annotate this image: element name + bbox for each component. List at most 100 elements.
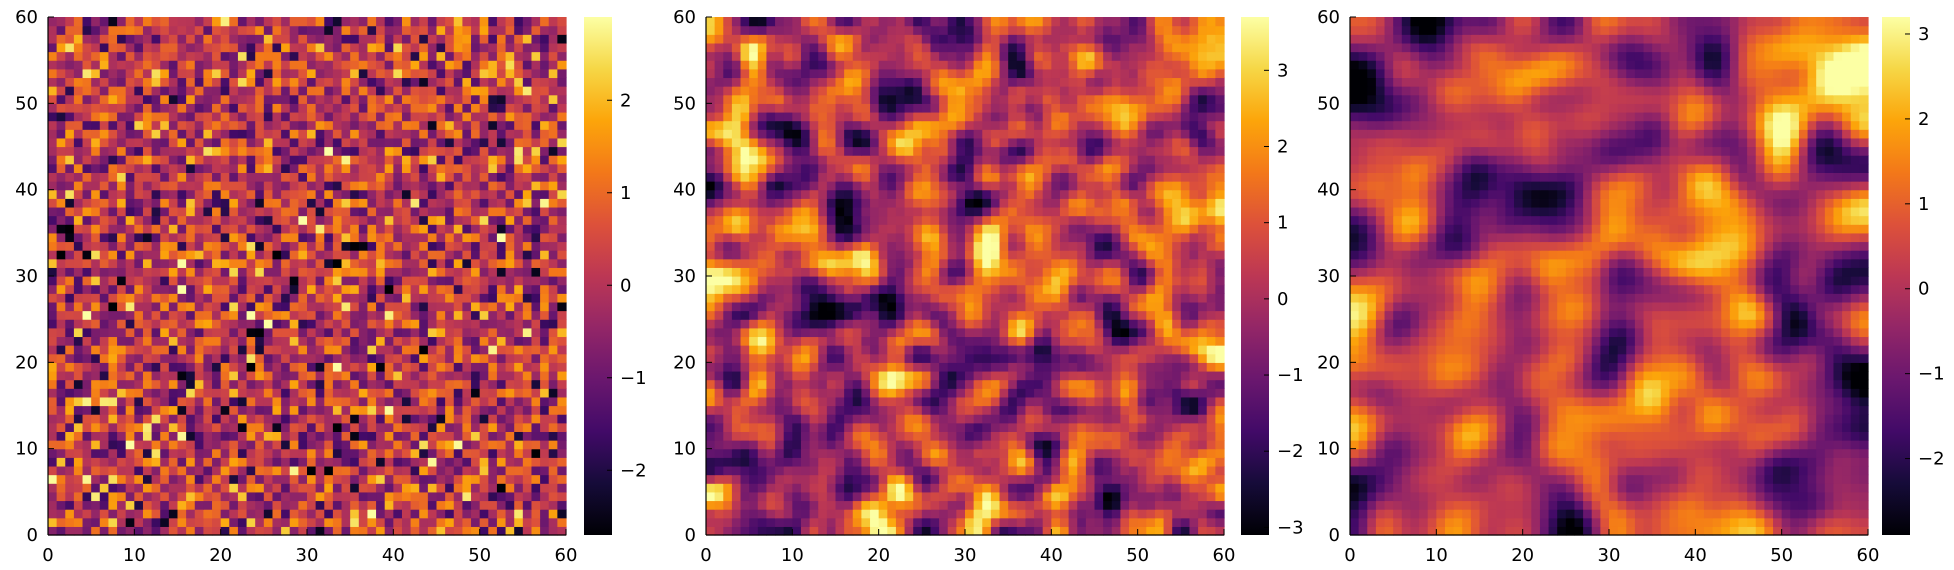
heatmap-cell xyxy=(290,276,299,285)
heatmap-cell xyxy=(307,26,316,35)
heatmap-cell xyxy=(965,440,974,449)
heatmap-cell xyxy=(169,155,178,164)
heatmap-cell xyxy=(706,500,715,509)
heatmap-cell xyxy=(247,95,256,104)
heatmap-cell xyxy=(307,276,316,285)
heatmap-cell xyxy=(152,466,161,475)
heatmap-cell xyxy=(203,388,212,397)
heatmap-cell xyxy=(557,371,566,380)
heatmap-cell xyxy=(454,345,463,354)
heatmap-cell xyxy=(169,518,178,527)
heatmap-cell xyxy=(367,207,376,216)
heatmap-cell xyxy=(333,233,342,242)
heatmap-cell xyxy=(956,336,965,345)
heatmap-cell xyxy=(930,431,939,440)
heatmap-cell xyxy=(758,466,767,475)
heatmap-cell xyxy=(540,86,549,95)
heatmap-cell xyxy=(1025,518,1034,527)
heatmap-cell xyxy=(471,371,480,380)
heatmap-cell xyxy=(497,518,506,527)
heatmap-cell xyxy=(488,86,497,95)
heatmap-cell xyxy=(367,354,376,363)
heatmap-cell xyxy=(419,43,428,52)
heatmap-cell xyxy=(367,380,376,389)
heatmap-cell xyxy=(1198,423,1207,432)
heatmap-cell xyxy=(290,328,299,337)
heatmap-cell xyxy=(359,388,368,397)
heatmap-cell xyxy=(393,500,402,509)
heatmap-cell xyxy=(117,69,126,78)
heatmap-cell xyxy=(411,34,420,43)
heatmap-cell xyxy=(454,138,463,147)
heatmap-cell xyxy=(488,147,497,156)
heatmap-cell xyxy=(307,121,316,130)
heatmap-cell xyxy=(359,276,368,285)
heatmap-cell xyxy=(523,440,532,449)
heatmap-cell xyxy=(272,259,281,268)
heatmap-cell xyxy=(247,449,256,458)
heatmap-cell xyxy=(844,380,853,389)
heatmap-cell xyxy=(221,319,230,328)
heatmap-cell xyxy=(523,112,532,121)
heatmap-cell xyxy=(1043,380,1052,389)
heatmap-cell xyxy=(540,129,549,138)
heatmap-cell xyxy=(255,267,264,276)
heatmap-cell xyxy=(974,388,983,397)
heatmap-cell xyxy=(1181,500,1190,509)
heatmap-cell xyxy=(272,345,281,354)
heatmap-cell xyxy=(367,328,376,337)
heatmap-cell xyxy=(221,500,230,509)
heatmap-cell xyxy=(264,241,273,250)
heatmap-cell xyxy=(83,285,92,294)
heatmap-cell xyxy=(83,121,92,130)
heatmap-cell xyxy=(540,397,549,406)
heatmap-cell xyxy=(178,397,187,406)
heatmap-cell xyxy=(152,380,161,389)
heatmap-cell xyxy=(272,509,281,518)
heatmap-cell xyxy=(462,198,471,207)
heatmap-cell xyxy=(1138,500,1147,509)
heatmap-cell xyxy=(160,17,169,26)
heatmap-cell xyxy=(706,440,715,449)
heatmap-cell xyxy=(471,95,480,104)
heatmap-cell xyxy=(186,406,195,415)
heatmap-cell xyxy=(83,26,92,35)
heatmap-cell xyxy=(853,397,862,406)
heatmap-cell xyxy=(255,259,264,268)
heatmap-cell xyxy=(65,69,74,78)
heatmap-cell xyxy=(419,147,428,156)
heatmap-cell xyxy=(100,77,109,86)
heatmap-cell xyxy=(549,267,558,276)
heatmap-cell xyxy=(178,86,187,95)
heatmap-cell xyxy=(316,328,325,337)
heatmap-cell xyxy=(212,371,221,380)
heatmap-cell xyxy=(497,319,506,328)
heatmap-cell xyxy=(212,69,221,78)
heatmap-cell xyxy=(523,293,532,302)
heatmap-cell xyxy=(178,190,187,199)
heatmap-cell xyxy=(117,95,126,104)
heatmap-cell xyxy=(108,207,117,216)
heatmap-cell xyxy=(1077,431,1086,440)
heatmap-cell xyxy=(203,172,212,181)
heatmap-cell xyxy=(307,138,316,147)
heatmap-cell xyxy=(497,121,506,130)
heatmap-cell xyxy=(1207,397,1216,406)
heatmap-cell xyxy=(471,311,480,320)
heatmap-cell xyxy=(264,285,273,294)
heatmap-cell xyxy=(1095,492,1104,501)
heatmap-cell xyxy=(298,207,307,216)
heatmap-cell xyxy=(557,319,566,328)
heatmap-cell xyxy=(775,345,784,354)
heatmap-cell xyxy=(810,371,819,380)
heatmap-cell xyxy=(1017,423,1026,432)
heatmap-cell xyxy=(1181,475,1190,484)
heatmap-cell xyxy=(324,155,333,164)
heatmap-cell xyxy=(1172,526,1181,535)
heatmap-cell xyxy=(100,267,109,276)
heatmap-cell xyxy=(1198,475,1207,484)
heatmap-cell xyxy=(870,466,879,475)
heatmap-cell xyxy=(741,423,750,432)
heatmap-cell xyxy=(437,397,446,406)
heatmap-cell xyxy=(1189,414,1198,423)
